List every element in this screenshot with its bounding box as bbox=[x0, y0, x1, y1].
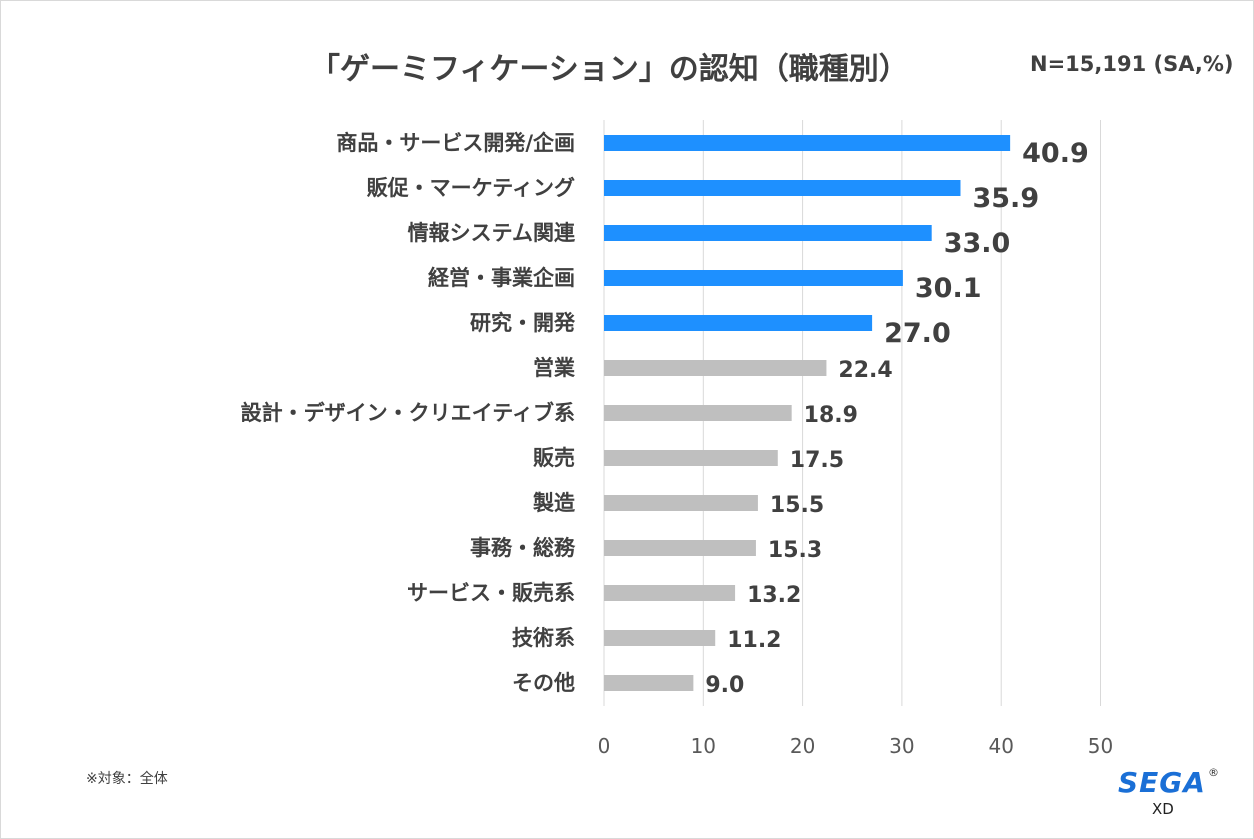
value-label: 27.0 bbox=[884, 318, 951, 349]
sample-size-note: N=15,191 (SA,%) bbox=[1030, 52, 1234, 76]
category-label: 商品・サービス開発/企画 bbox=[336, 131, 575, 155]
footnote: ※対象：全体 bbox=[86, 771, 168, 787]
x-tick-label: 10 bbox=[691, 734, 716, 758]
value-label: 33.0 bbox=[944, 228, 1011, 259]
value-label: 15.3 bbox=[768, 538, 822, 563]
logo-registered-mark: ® bbox=[1208, 766, 1219, 779]
sega-xd-logo: SEGA ® XD bbox=[1110, 766, 1220, 822]
category-labels: 商品・サービス開発/企画販促・マーケティング情報システム関連経営・事業企画研究・… bbox=[241, 131, 576, 695]
bar bbox=[604, 495, 758, 511]
bar bbox=[604, 405, 792, 421]
x-tick-label: 40 bbox=[988, 734, 1013, 758]
category-label: 営業 bbox=[533, 356, 576, 380]
category-label: 設計・デザイン・クリエイティブ系 bbox=[241, 401, 575, 425]
value-label: 40.9 bbox=[1022, 138, 1089, 169]
category-label: 経営・事業企画 bbox=[428, 266, 575, 290]
bars bbox=[604, 135, 1011, 691]
category-label: 情報システム関連 bbox=[408, 221, 576, 245]
value-label: 22.4 bbox=[838, 358, 892, 383]
category-label: 販促・マーケティング bbox=[367, 176, 575, 200]
bar bbox=[604, 450, 778, 466]
value-labels: 40.9 35.9 33.0 30.1 27.0 22.4 18.9 17.5 15.5 15.3… bbox=[705, 138, 1088, 698]
bar bbox=[604, 585, 736, 601]
bar bbox=[604, 270, 903, 286]
bar bbox=[604, 180, 961, 196]
x-tick-label: 0 bbox=[598, 734, 611, 758]
logo-brand: SEGA bbox=[1118, 766, 1206, 799]
category-label: その他 bbox=[512, 671, 575, 695]
logo-sub: XD bbox=[1152, 800, 1174, 818]
category-label: 製造 bbox=[532, 491, 576, 515]
value-label: 17.5 bbox=[790, 448, 844, 473]
bar bbox=[604, 630, 716, 646]
bar bbox=[604, 225, 932, 241]
value-label: 13.2 bbox=[747, 583, 801, 608]
value-label: 18.9 bbox=[804, 403, 858, 428]
value-label: 11.2 bbox=[727, 628, 781, 653]
x-tick-label: 30 bbox=[889, 734, 914, 758]
category-label: サービス・販売系 bbox=[407, 581, 575, 605]
x-tick-label: 20 bbox=[790, 734, 815, 758]
bar bbox=[604, 540, 756, 556]
bar bbox=[604, 315, 873, 331]
x-axis-ticks: 0 10 20 30 40 50 bbox=[598, 734, 1114, 758]
bar bbox=[604, 675, 694, 691]
bar bbox=[604, 135, 1011, 151]
bar bbox=[604, 360, 827, 376]
value-label: 30.1 bbox=[915, 273, 982, 304]
category-label: 事務・総務 bbox=[470, 536, 576, 560]
value-label: 35.9 bbox=[972, 183, 1039, 214]
category-label: 研究・開発 bbox=[470, 311, 576, 335]
value-label: 15.5 bbox=[770, 493, 824, 518]
x-tick-label: 50 bbox=[1088, 734, 1113, 758]
category-label: 技術系 bbox=[512, 626, 575, 650]
value-label: 9.0 bbox=[705, 673, 744, 698]
category-label: 販売 bbox=[533, 446, 575, 470]
chart-title: 「ゲーミフィケーション」の認知（職種別） bbox=[310, 52, 909, 87]
